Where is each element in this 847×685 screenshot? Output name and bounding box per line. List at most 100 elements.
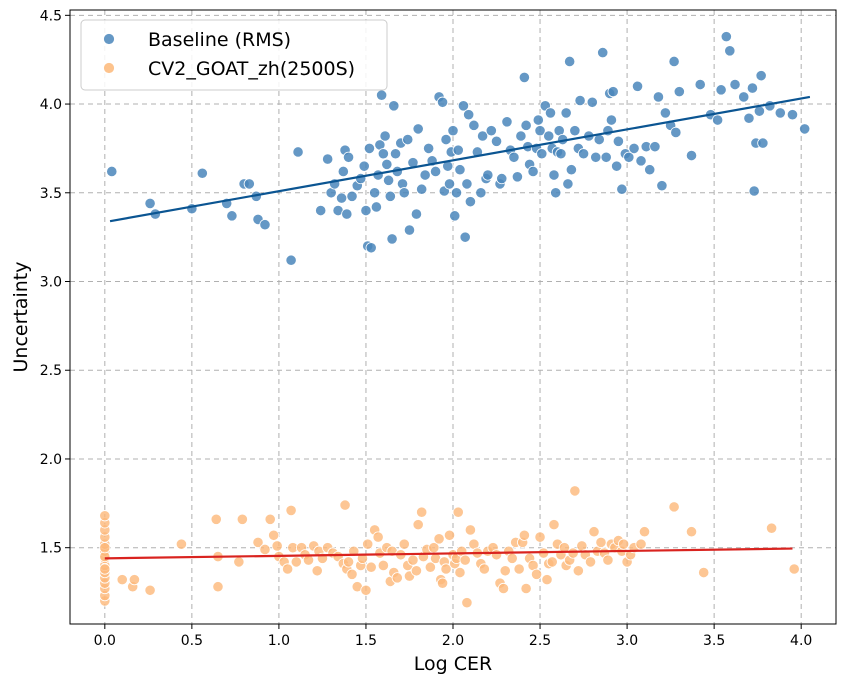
baseline-point bbox=[322, 153, 334, 165]
cv2-goat-point bbox=[398, 538, 410, 550]
baseline-point bbox=[755, 70, 767, 82]
baseline-point bbox=[607, 86, 619, 98]
baseline-point bbox=[468, 119, 480, 131]
baseline-point bbox=[649, 141, 661, 153]
baseline-point bbox=[226, 210, 238, 222]
cv2-goat-point bbox=[342, 556, 355, 568]
cv2-goat-point bbox=[362, 538, 374, 550]
cv2-goat-point bbox=[464, 524, 477, 536]
cv2-goat-point bbox=[416, 506, 428, 518]
baseline-point bbox=[590, 151, 602, 163]
baseline-point bbox=[461, 178, 473, 190]
cv2-goat-point bbox=[478, 563, 490, 575]
baseline-point bbox=[475, 187, 487, 199]
baseline-point bbox=[612, 135, 624, 147]
cv2-goat-point bbox=[497, 582, 510, 595]
legend-label-baseline: Baseline (RMS) bbox=[148, 29, 291, 51]
x-tick-label: 2.5 bbox=[529, 633, 551, 649]
baseline-point bbox=[292, 146, 304, 158]
x-axis-title: Log CER bbox=[414, 653, 492, 675]
baseline-point bbox=[560, 107, 572, 119]
y-tick-label: 4.0 bbox=[40, 97, 62, 113]
cv2-goat-point bbox=[372, 531, 384, 543]
cv2-goat-point bbox=[788, 563, 800, 575]
baseline-point bbox=[774, 107, 786, 119]
cv2-goat-point bbox=[459, 554, 471, 566]
baseline-point bbox=[346, 190, 358, 202]
baseline-point bbox=[555, 148, 567, 160]
cv2-goat-point bbox=[271, 540, 283, 552]
baseline-point bbox=[443, 178, 456, 190]
cv2-goat-point bbox=[530, 568, 543, 580]
cv2-goat-point bbox=[282, 563, 294, 575]
baseline-point bbox=[463, 109, 475, 121]
baseline-point bbox=[196, 167, 208, 179]
legend: Baseline (RMS) CV2_GOAT_zh(2500S) bbox=[80, 19, 388, 91]
baseline-point bbox=[386, 233, 398, 245]
baseline-point bbox=[440, 133, 452, 146]
baseline-point bbox=[518, 71, 530, 84]
baseline-point bbox=[379, 130, 391, 142]
baseline-point bbox=[449, 210, 461, 222]
cv2-goat-point bbox=[534, 531, 546, 543]
baseline-point bbox=[511, 171, 524, 183]
baseline-point bbox=[410, 208, 423, 220]
x-tick-label: 1.5 bbox=[355, 633, 377, 649]
baseline-trend-line bbox=[109, 95, 811, 223]
baseline-point bbox=[564, 55, 576, 68]
baseline-point bbox=[644, 164, 656, 176]
cv2-goat-point bbox=[407, 554, 419, 566]
cv2-goat-point bbox=[452, 506, 464, 518]
baseline-point bbox=[720, 31, 732, 43]
cv2-goat-point bbox=[490, 549, 503, 561]
cv2-goat-point bbox=[765, 522, 778, 534]
cv2-goat-point bbox=[236, 513, 248, 525]
x-tick-label: 3.5 bbox=[703, 633, 725, 649]
cv2-goat-point bbox=[618, 538, 630, 550]
y-axis-title: Uncertainty bbox=[10, 261, 32, 372]
cv2-goat-point bbox=[436, 577, 449, 589]
baseline-point bbox=[243, 178, 255, 190]
baseline-point bbox=[659, 107, 671, 119]
baseline-point bbox=[673, 86, 685, 98]
cv2-goat-point bbox=[252, 536, 264, 548]
cv2-goat-point bbox=[311, 565, 323, 577]
cv2-goat-point bbox=[264, 513, 276, 525]
cv2-goat-point bbox=[412, 519, 424, 531]
baseline-point bbox=[384, 190, 396, 202]
cv2-goat-trend-line bbox=[104, 547, 793, 560]
cv2-goat-point bbox=[99, 542, 111, 554]
cv2-goat-point bbox=[285, 504, 297, 517]
cv2-goat-point bbox=[588, 526, 600, 538]
baseline-point bbox=[611, 160, 623, 172]
cv2-goat-point bbox=[424, 561, 436, 573]
baseline-point bbox=[315, 204, 327, 217]
baseline-point bbox=[668, 55, 680, 68]
cv2-goat-point bbox=[595, 536, 607, 548]
baseline-point bbox=[652, 91, 665, 103]
baseline-point bbox=[628, 142, 640, 155]
cv2-goat-point bbox=[365, 561, 377, 573]
cv2-goat-point bbox=[461, 597, 473, 609]
baseline-point bbox=[562, 178, 574, 190]
cv2-goat-point bbox=[518, 529, 530, 541]
cv2-goat-point bbox=[548, 519, 560, 531]
baseline-point bbox=[423, 142, 435, 155]
baseline-point bbox=[419, 169, 431, 181]
y-tick-label: 3.0 bbox=[40, 275, 62, 291]
cv2-goat-point bbox=[346, 568, 358, 580]
cv2-goat-point bbox=[454, 566, 466, 579]
x-tick-label: 2.0 bbox=[442, 633, 464, 649]
cv2-goat-point bbox=[175, 538, 188, 550]
baseline-point bbox=[381, 158, 393, 170]
baseline-point bbox=[694, 78, 706, 91]
baseline-point bbox=[685, 149, 698, 162]
cv2-goat-point bbox=[584, 556, 597, 568]
baseline-point bbox=[715, 84, 727, 96]
legend-marker-cv2-goat bbox=[103, 62, 115, 74]
cv2-goat-point bbox=[391, 572, 403, 584]
baseline-point bbox=[743, 112, 755, 124]
x-tick-label: 0.5 bbox=[181, 633, 203, 649]
cv2-goat-point bbox=[128, 574, 141, 586]
cv2-goat-point bbox=[268, 529, 280, 541]
